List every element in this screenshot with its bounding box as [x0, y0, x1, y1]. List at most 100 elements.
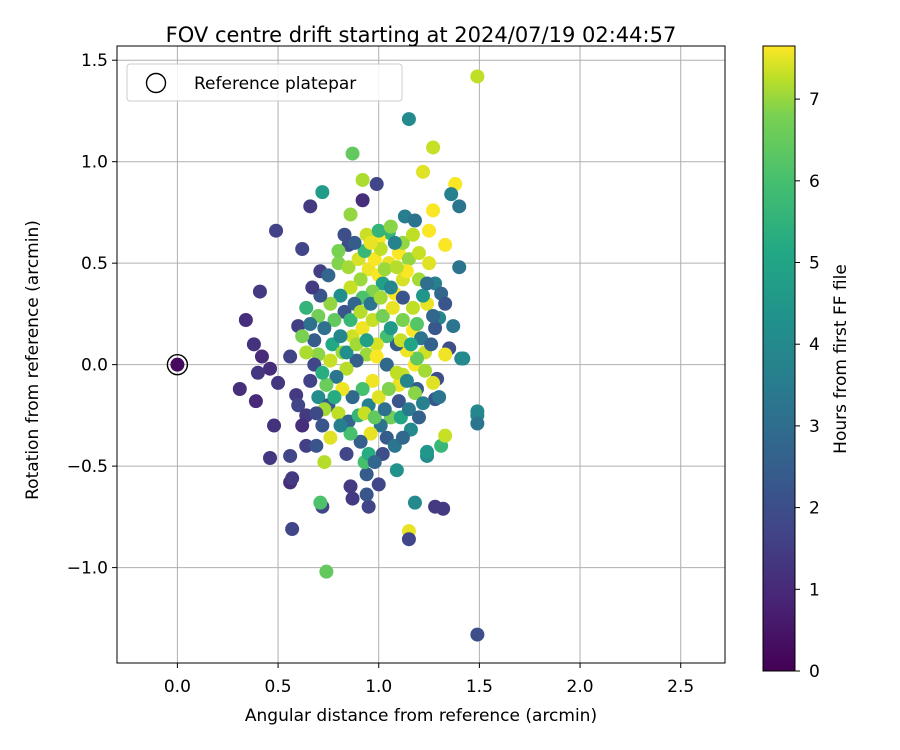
reference-ring — [166, 353, 189, 376]
data-point — [426, 375, 441, 390]
data-point — [347, 235, 362, 250]
reference-platepar-marker — [166, 353, 189, 376]
data-point — [446, 319, 461, 334]
data-point — [371, 477, 386, 492]
data-point — [409, 317, 424, 332]
data-point — [317, 455, 332, 470]
data-point — [299, 438, 314, 453]
data-point — [343, 426, 358, 441]
data-point — [327, 390, 342, 405]
colorbar: 0 1 2 3 4 5 6 7 Hours from first FF file — [762, 45, 851, 682]
data-point — [337, 227, 352, 242]
data-point — [389, 260, 404, 275]
data-point — [343, 207, 358, 222]
data-point — [422, 223, 437, 238]
data-point — [285, 471, 300, 486]
data-point — [407, 495, 422, 510]
data-point — [333, 329, 348, 344]
data-point — [285, 522, 300, 537]
data-point — [254, 349, 269, 364]
x-axis-ticks: 0.0 0.5 1.0 1.5 2.0 2.5 — [164, 663, 694, 697]
data-point — [315, 365, 330, 380]
data-point — [329, 369, 344, 384]
plot-frame — [116, 45, 726, 664]
data-point — [363, 235, 378, 250]
data-point — [319, 564, 334, 579]
y-tick-label: 1.0 — [81, 153, 108, 173]
y-tick-label: 0.0 — [81, 356, 108, 376]
data-point — [422, 256, 437, 271]
data-point — [438, 347, 453, 362]
data-point — [263, 451, 278, 466]
data-point — [470, 69, 485, 84]
data-point — [395, 290, 410, 305]
data-point — [309, 438, 324, 453]
data-point — [319, 377, 334, 392]
data-point — [361, 262, 376, 277]
data-point — [353, 272, 368, 287]
data-point — [246, 337, 261, 352]
data-point — [403, 337, 418, 352]
data-point — [323, 430, 338, 445]
data-point — [355, 193, 370, 208]
data-point — [373, 241, 388, 256]
data-point — [401, 112, 416, 127]
data-point — [391, 394, 406, 409]
data-point — [363, 426, 378, 441]
data-point — [315, 185, 330, 200]
data-point — [345, 390, 360, 405]
data-point — [383, 219, 398, 234]
data-point — [313, 495, 328, 510]
data-point — [416, 164, 431, 179]
data-point — [333, 418, 348, 433]
data-point — [363, 296, 378, 311]
data-point — [420, 444, 435, 459]
data-point — [377, 262, 392, 277]
data-point — [373, 290, 388, 305]
data-point — [321, 268, 336, 283]
data-point — [411, 246, 426, 261]
colorbar-tick-label: 2 — [809, 499, 820, 519]
reference-point — [170, 357, 185, 372]
x-axis-label: Angular distance from reference (arcmin) — [245, 706, 597, 726]
data-point — [470, 627, 485, 642]
data-point — [343, 280, 358, 295]
colorbar-tick-label: 4 — [809, 335, 820, 355]
data-point — [411, 410, 426, 425]
y-tick-label: −1.0 — [67, 559, 108, 579]
colorbar-tick-label: 5 — [809, 254, 820, 274]
x-tick-label: 0.0 — [164, 677, 191, 697]
data-point — [452, 199, 467, 214]
data-point — [339, 361, 354, 376]
colorbar-tick-label: 6 — [809, 172, 820, 192]
data-point — [418, 363, 433, 378]
x-tick-label: 1.0 — [365, 677, 392, 697]
data-point — [389, 365, 404, 380]
data-point — [395, 430, 410, 445]
data-point — [371, 223, 386, 238]
data-point — [369, 177, 384, 192]
data-point — [353, 304, 368, 319]
x-tick-label: 2.5 — [667, 677, 694, 697]
data-point — [381, 382, 396, 397]
data-point — [399, 373, 414, 388]
data-point — [299, 345, 314, 360]
data-point — [295, 418, 310, 433]
data-point — [401, 402, 416, 417]
x-tick-label: 0.5 — [265, 677, 292, 697]
data-point — [250, 365, 265, 380]
colorbar-ticks: 0 1 2 3 4 5 6 7 — [795, 90, 820, 682]
data-point — [323, 296, 338, 311]
data-point — [309, 406, 324, 421]
data-point — [353, 434, 368, 449]
data-point — [349, 353, 364, 368]
data-point — [331, 243, 346, 258]
data-point — [444, 187, 459, 202]
data-point — [305, 280, 320, 295]
colorbar-tick-label: 0 — [809, 662, 820, 682]
data-point — [436, 501, 451, 516]
data-point — [438, 237, 453, 252]
colorbar-tick-label: 3 — [809, 417, 820, 437]
data-point — [456, 351, 471, 366]
data-point — [420, 276, 435, 291]
